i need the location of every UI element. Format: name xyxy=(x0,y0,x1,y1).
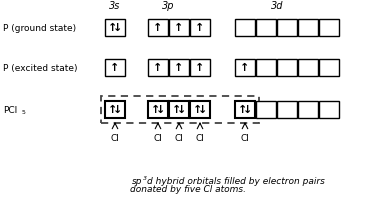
Bar xyxy=(298,101,318,118)
Text: 3d: 3d xyxy=(271,1,283,11)
Text: ↑: ↑ xyxy=(108,105,117,115)
Bar xyxy=(277,101,297,118)
Bar xyxy=(148,101,168,118)
Bar xyxy=(235,59,255,76)
Bar xyxy=(277,19,297,36)
Text: 5: 5 xyxy=(22,110,26,115)
Text: sp: sp xyxy=(132,177,143,186)
Bar xyxy=(101,96,259,123)
Text: ↑: ↑ xyxy=(193,105,202,115)
Bar xyxy=(169,59,189,76)
Text: donated by five Cl atoms.: donated by five Cl atoms. xyxy=(130,185,246,193)
Bar xyxy=(190,101,210,118)
Text: ↑: ↑ xyxy=(195,63,205,73)
Text: ↓: ↓ xyxy=(113,23,122,33)
Text: ↓: ↓ xyxy=(243,105,252,115)
Bar xyxy=(319,101,339,118)
Text: d hybrid orbitals filled by electron pairs: d hybrid orbitals filled by electron pai… xyxy=(147,177,325,186)
Bar xyxy=(256,19,276,36)
Text: 3s: 3s xyxy=(109,1,121,11)
Text: Cl: Cl xyxy=(241,134,250,143)
Text: ↓: ↓ xyxy=(156,105,165,115)
Text: Cl: Cl xyxy=(196,134,204,143)
Bar xyxy=(169,101,189,118)
Text: ↑: ↑ xyxy=(151,105,160,115)
Text: 3p: 3p xyxy=(162,1,175,11)
Bar xyxy=(298,19,318,36)
Bar xyxy=(190,19,210,36)
Bar xyxy=(298,59,318,76)
Bar xyxy=(319,59,339,76)
Bar xyxy=(105,101,125,118)
Text: ↑: ↑ xyxy=(153,23,163,33)
Text: Cl: Cl xyxy=(153,134,162,143)
Bar xyxy=(319,19,339,36)
Bar xyxy=(235,19,255,36)
Text: ↑: ↑ xyxy=(238,105,247,115)
Bar xyxy=(169,19,189,36)
Text: P (ground state): P (ground state) xyxy=(3,24,76,33)
Text: ↑: ↑ xyxy=(240,63,250,73)
Text: ↑: ↑ xyxy=(174,63,184,73)
Text: ↑: ↑ xyxy=(108,23,117,33)
Bar xyxy=(256,59,276,76)
Text: ↑: ↑ xyxy=(174,23,184,33)
Text: ↑: ↑ xyxy=(172,105,181,115)
Text: ↑: ↑ xyxy=(195,23,205,33)
Text: ↓: ↓ xyxy=(113,105,122,115)
Bar xyxy=(256,101,276,118)
Text: ↓: ↓ xyxy=(198,105,207,115)
Text: 3: 3 xyxy=(143,176,147,181)
Bar xyxy=(277,59,297,76)
Text: PCl: PCl xyxy=(3,106,17,115)
Bar xyxy=(235,101,255,118)
Bar xyxy=(105,19,125,36)
Text: Cl: Cl xyxy=(175,134,184,143)
Bar xyxy=(148,19,168,36)
Text: ↑: ↑ xyxy=(153,63,163,73)
Bar xyxy=(190,59,210,76)
Text: Cl: Cl xyxy=(110,134,120,143)
Text: ↓: ↓ xyxy=(177,105,186,115)
Bar xyxy=(105,59,125,76)
Text: P (excited state): P (excited state) xyxy=(3,64,78,73)
Bar xyxy=(148,59,168,76)
Text: ↑: ↑ xyxy=(110,63,120,73)
